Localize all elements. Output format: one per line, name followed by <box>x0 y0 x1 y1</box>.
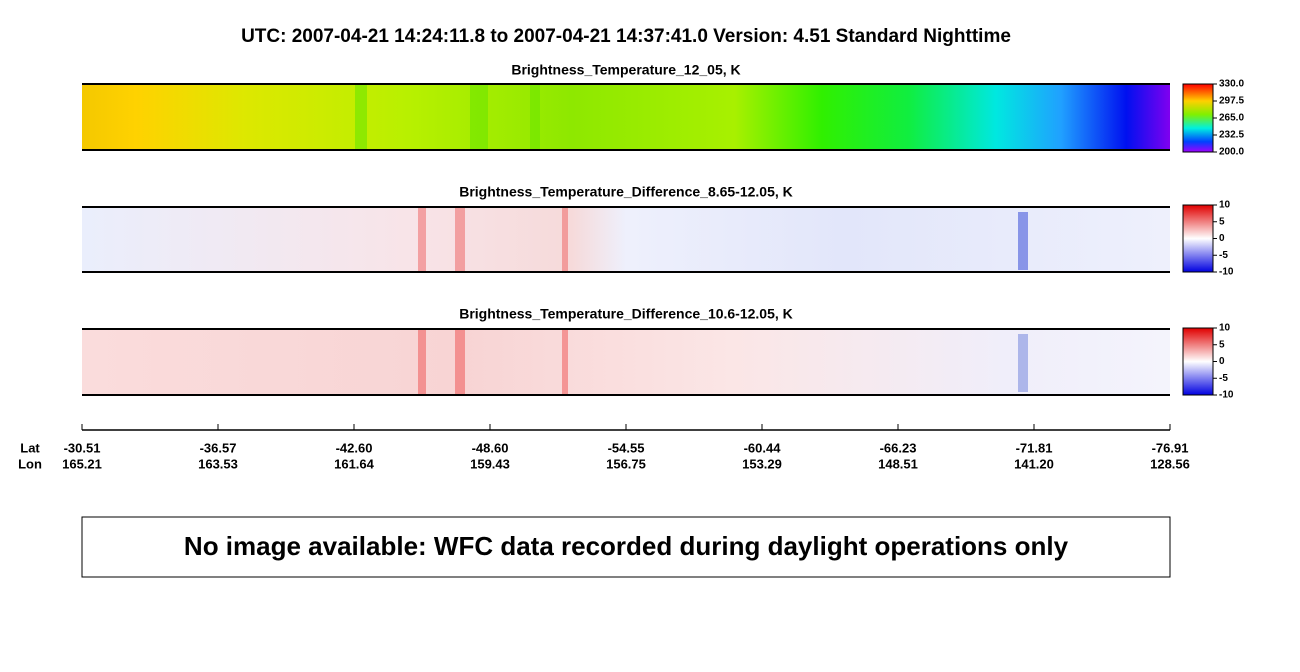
colorbar-tick-label: 5 <box>1219 216 1225 227</box>
lat-tick-label: -66.23 <box>880 440 917 455</box>
colorbar-tick-label: 265.0 <box>1219 113 1244 124</box>
colorbar <box>1182 204 1214 273</box>
colorbar-tick-label: 200.0 <box>1219 147 1244 158</box>
lon-tick-label: 141.20 <box>1014 456 1054 471</box>
lon-tick-label: 159.43 <box>470 456 510 471</box>
bt-image <box>82 84 1170 150</box>
colorbar-tick-label: -10 <box>1219 267 1234 278</box>
lon-tick-label: 128.56 <box>1150 456 1190 471</box>
colorbar-tick-label: 330.0 <box>1219 79 1244 90</box>
message: No image available: WFC data recorded du… <box>184 531 1069 561</box>
btd2-streaks <box>418 329 568 395</box>
btd1-streaks <box>418 207 568 272</box>
lon-label: Lon <box>18 456 42 471</box>
colorbar <box>1182 327 1214 396</box>
btd1-image <box>82 207 1170 272</box>
colorbar-tick-label: -5 <box>1219 373 1228 384</box>
colorbar-tick-label: -10 <box>1219 390 1234 401</box>
colorbar <box>1182 83 1214 153</box>
colorbar-tick-label: 297.5 <box>1219 96 1244 107</box>
lat-tick-label: -30.51 <box>64 440 101 455</box>
lat-tick-label: -42.60 <box>336 440 373 455</box>
colorbar-tick-label: -5 <box>1219 250 1228 261</box>
lon-tick-label: 165.21 <box>62 456 102 471</box>
lon-tick-label: 161.64 <box>334 456 375 471</box>
btd2-image <box>82 329 1170 395</box>
lat-tick-label: -36.57 <box>200 440 237 455</box>
lon-tick-label: 163.53 <box>198 456 238 471</box>
message-box <box>81 516 1171 578</box>
lat-tick-label: -71.81 <box>1016 440 1053 455</box>
colorbar-tick-label: 0 <box>1219 356 1225 367</box>
lat-tick-label: -60.44 <box>744 440 782 455</box>
colorbar-tick-label: 10 <box>1219 323 1231 334</box>
lat-tick-label: -76.91 <box>1152 440 1189 455</box>
panel-borders <box>82 83 1170 396</box>
lat-tick-label: -48.60 <box>472 440 509 455</box>
lon-tick-label: 156.75 <box>606 456 646 471</box>
btd1-feature <box>1018 212 1028 270</box>
lon-tick-label: 148.51 <box>878 456 918 471</box>
panel-title: Brightness_Temperature_Difference_10.6-1… <box>459 306 793 322</box>
bt-streaks <box>355 84 540 150</box>
title: UTC: 2007-04-21 14:24:11.8 to 2007-04-21… <box>241 26 1011 47</box>
colorbar-tick-label: 10 <box>1219 200 1231 211</box>
colorbar-tick-label: 0 <box>1219 233 1225 244</box>
lat-tick-label: -54.55 <box>608 440 645 455</box>
panel-title: Brightness_Temperature_12_05, K <box>511 62 740 78</box>
btd2-feature <box>1018 334 1028 392</box>
panel-title: Brightness_Temperature_Difference_8.65-1… <box>459 184 793 200</box>
colorbar-tick-label: 232.5 <box>1219 130 1244 141</box>
lon-tick-label: 153.29 <box>742 456 782 471</box>
lat-label: Lat <box>20 440 40 455</box>
colorbar-tick-label: 5 <box>1219 339 1225 350</box>
